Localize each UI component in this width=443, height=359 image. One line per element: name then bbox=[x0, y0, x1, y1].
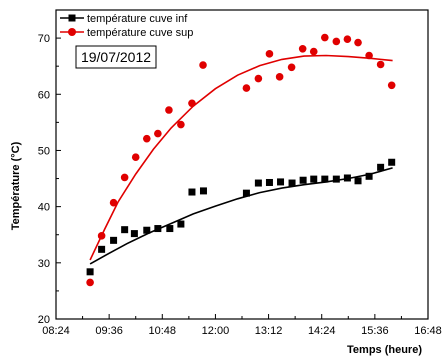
data-point-inf bbox=[332, 175, 340, 183]
data-point-inf bbox=[299, 176, 307, 184]
data-point-inf bbox=[377, 163, 385, 171]
data-point-inf bbox=[265, 178, 273, 186]
y-tick-label: 30 bbox=[38, 258, 50, 270]
data-point-sup bbox=[165, 106, 173, 114]
data-point-inf bbox=[365, 172, 373, 180]
x-tick-label: 16:48 bbox=[414, 325, 442, 337]
data-markers bbox=[86, 33, 396, 287]
data-point-inf bbox=[154, 225, 162, 233]
data-point-sup bbox=[365, 51, 373, 60]
x-axis-title: Temps (heure) bbox=[347, 344, 422, 356]
data-point-sup bbox=[154, 129, 162, 138]
legend-label-inf: température cuve inf bbox=[87, 13, 188, 25]
data-point-sup bbox=[131, 153, 140, 161]
y-tick-label: 20 bbox=[38, 314, 50, 326]
data-point-inf bbox=[242, 189, 250, 197]
data-point-sup bbox=[343, 35, 352, 44]
date-label: 19/07/2012 bbox=[81, 49, 151, 65]
x-axis: 08:24 09:36 10:48 12:00 13:12 14:24 15:36 16:48 bbox=[42, 314, 442, 337]
data-point-inf bbox=[388, 158, 396, 166]
data-point-sup bbox=[109, 198, 118, 207]
data-point-sup bbox=[354, 38, 362, 47]
data-point-inf bbox=[86, 268, 94, 276]
data-point-sup bbox=[177, 120, 185, 129]
data-point-sup bbox=[254, 74, 263, 83]
x-tick-label: 14:24 bbox=[308, 325, 336, 337]
data-point-sup bbox=[199, 61, 207, 69]
data-point-sup bbox=[97, 232, 106, 240]
y-tick-label: 70 bbox=[38, 33, 50, 45]
data-point-inf bbox=[188, 188, 196, 196]
data-point-inf bbox=[321, 175, 329, 183]
date-box: 19/07/2012 bbox=[75, 45, 157, 69]
y-axis: 20 30 40 50 60 70 bbox=[38, 9, 61, 326]
data-point-inf bbox=[166, 225, 174, 233]
y-tick-label: 40 bbox=[38, 202, 50, 214]
x-tick-label: 09:36 bbox=[95, 325, 123, 337]
data-point-inf bbox=[343, 174, 351, 182]
data-point-sup bbox=[265, 50, 274, 58]
plot-frame bbox=[55, 9, 429, 320]
data-point-sup bbox=[86, 278, 94, 287]
x-tick-label: 13:12 bbox=[255, 325, 283, 337]
x-tick-label: 10:48 bbox=[149, 325, 177, 337]
x-tick-label: 12:00 bbox=[202, 325, 230, 337]
data-point-inf bbox=[277, 178, 285, 186]
data-point-inf bbox=[310, 175, 318, 183]
data-point-inf bbox=[199, 187, 207, 195]
data-point-sup bbox=[298, 44, 307, 53]
data-point-sup bbox=[188, 99, 196, 108]
data-point-sup bbox=[387, 81, 396, 90]
x-tick-label: 15:36 bbox=[361, 325, 389, 337]
data-point-sup bbox=[242, 84, 251, 92]
data-point-sup bbox=[376, 60, 385, 69]
x-tick-label: 08:24 bbox=[42, 325, 70, 337]
data-point-sup bbox=[275, 73, 284, 81]
date-box-frame bbox=[75, 45, 157, 69]
data-point-sup bbox=[287, 63, 296, 72]
data-point-inf bbox=[354, 177, 362, 185]
data-point-inf bbox=[130, 230, 138, 238]
y-tick-label: 60 bbox=[38, 89, 50, 101]
data-point-sup bbox=[120, 173, 129, 182]
data-point-inf bbox=[110, 236, 118, 244]
fit-curve-sup bbox=[89, 54, 393, 261]
data-point-sup bbox=[142, 134, 151, 143]
legend-label-sup: température cuve sup bbox=[87, 27, 193, 39]
fit-curves bbox=[89, 54, 393, 265]
data-point-inf bbox=[143, 226, 151, 234]
data-point-inf bbox=[288, 179, 296, 187]
y-axis-title: Température (°C) bbox=[10, 141, 22, 230]
y-tick-label: 50 bbox=[38, 145, 50, 157]
data-point-inf bbox=[254, 179, 262, 187]
data-point-inf bbox=[177, 220, 185, 228]
fit-curve-inf bbox=[89, 167, 393, 265]
data-point-sup bbox=[321, 33, 329, 42]
data-point-sup bbox=[332, 37, 341, 46]
data-point-inf bbox=[98, 245, 106, 253]
legend: température cuve inf température cuve su… bbox=[60, 13, 193, 39]
legend-marker-inf bbox=[68, 14, 76, 22]
legend-marker-sup bbox=[68, 28, 76, 36]
data-point-inf bbox=[121, 226, 129, 234]
data-point-sup bbox=[309, 47, 318, 56]
